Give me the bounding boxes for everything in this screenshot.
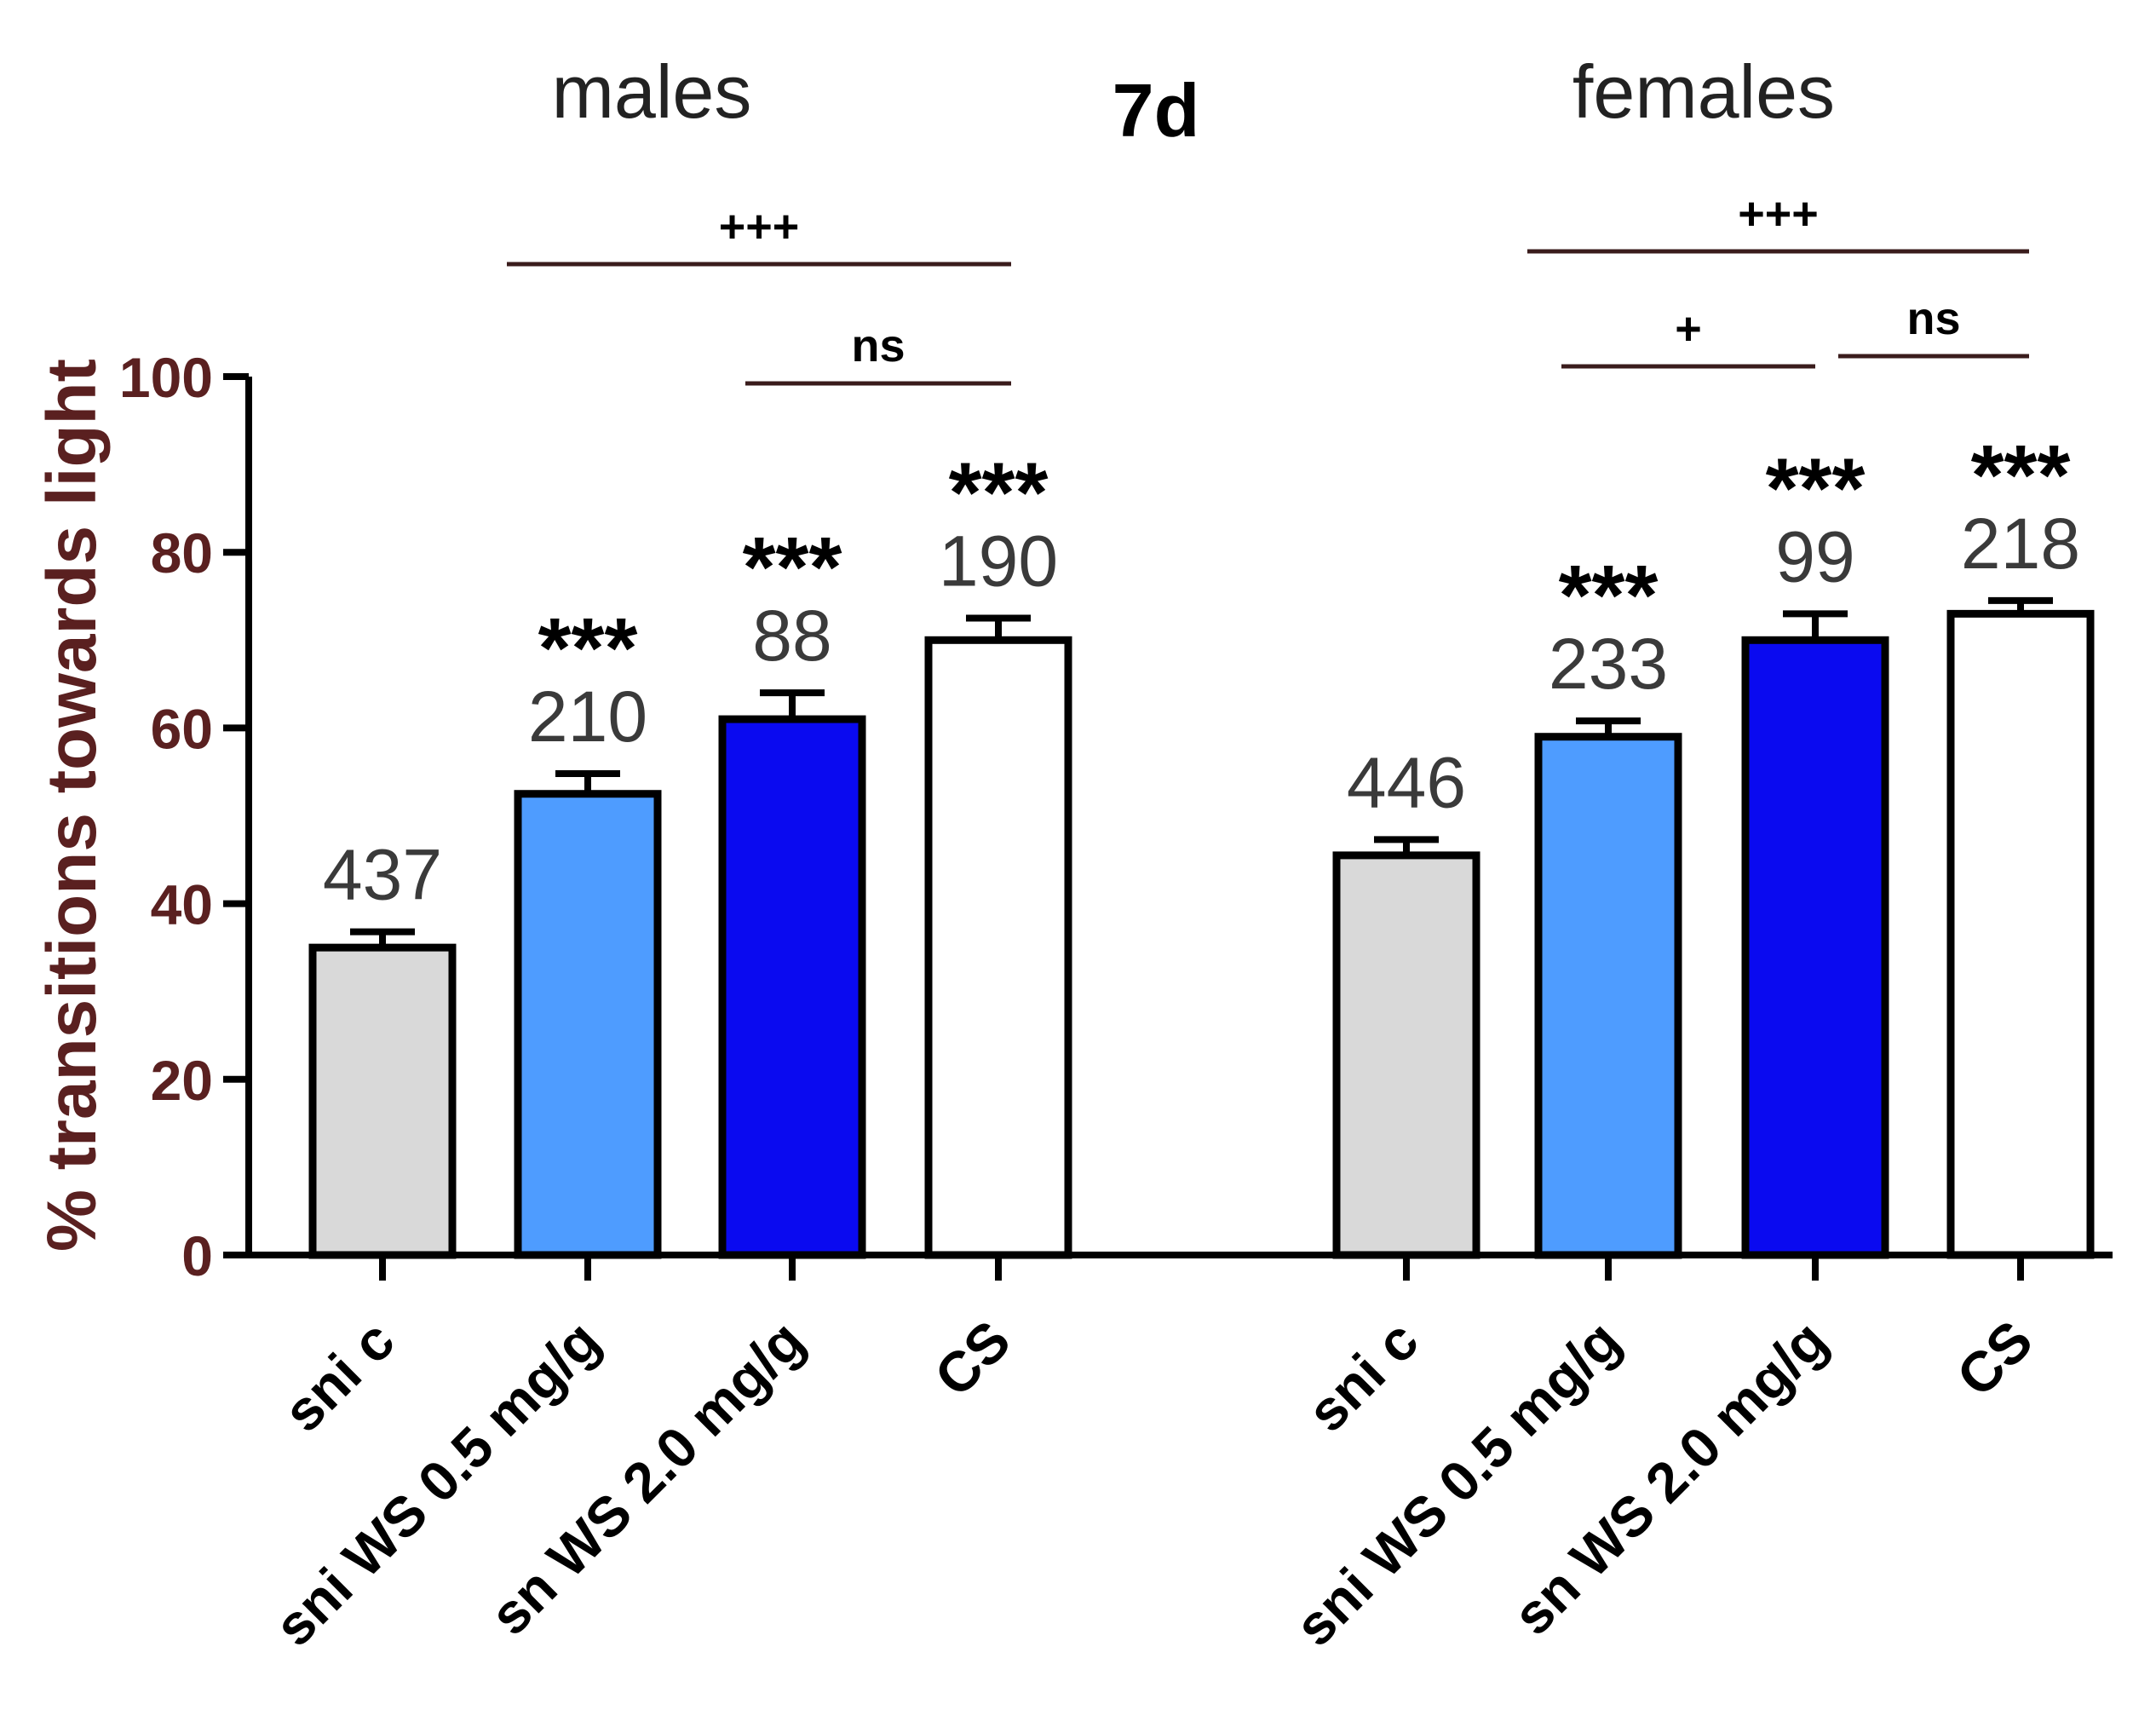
comparison-label: + [1675, 303, 1702, 354]
n-label: 190 [939, 521, 1058, 602]
n-label: 446 [1347, 742, 1466, 822]
significance-label: *** [1971, 428, 2071, 523]
n-label: 437 [323, 835, 442, 915]
group-label-males: males [552, 49, 752, 134]
significance-label: *** [743, 520, 842, 615]
bar [1332, 851, 1480, 1259]
y-tick-label: 40 [151, 873, 213, 936]
n-label: 233 [1549, 624, 1668, 704]
x-tick-label: CS [1945, 1309, 2044, 1408]
comparison-label: ns [1906, 293, 1960, 344]
y-tick-label: 60 [151, 697, 213, 760]
y-tick-label: 100 [119, 346, 213, 409]
n-label: 88 [752, 596, 831, 676]
comparison-label: +++ [1738, 188, 1819, 239]
y-axis-label: % transitions towards light [33, 359, 111, 1252]
comparison-label: ns [851, 320, 905, 371]
bar [1946, 609, 2095, 1259]
group-label-females: females [1572, 49, 1835, 134]
x-tick-label: sni c [271, 1309, 406, 1444]
significance-label: *** [538, 601, 638, 696]
bar [308, 943, 457, 1259]
bar [1741, 636, 1889, 1259]
y-tick-label: 0 [181, 1224, 213, 1287]
x-tick-label: sni c [1295, 1309, 1430, 1444]
significance-label: *** [1766, 440, 1866, 536]
n-label: 218 [1961, 504, 2080, 584]
n-label: 99 [1775, 516, 1854, 596]
y-tick-label: 20 [151, 1049, 213, 1112]
bar [1534, 733, 1682, 1259]
comparison-label: +++ [719, 201, 800, 252]
y-tick-label: 80 [151, 521, 213, 584]
chart-title: 7d [1112, 68, 1200, 153]
significance-label: *** [949, 446, 1049, 541]
bar [514, 790, 662, 1259]
x-tick-label: CS [923, 1309, 1022, 1408]
bar [718, 715, 866, 1259]
bar [924, 636, 1072, 1259]
significance-label: *** [1559, 548, 1659, 643]
n-label: 210 [528, 677, 647, 757]
